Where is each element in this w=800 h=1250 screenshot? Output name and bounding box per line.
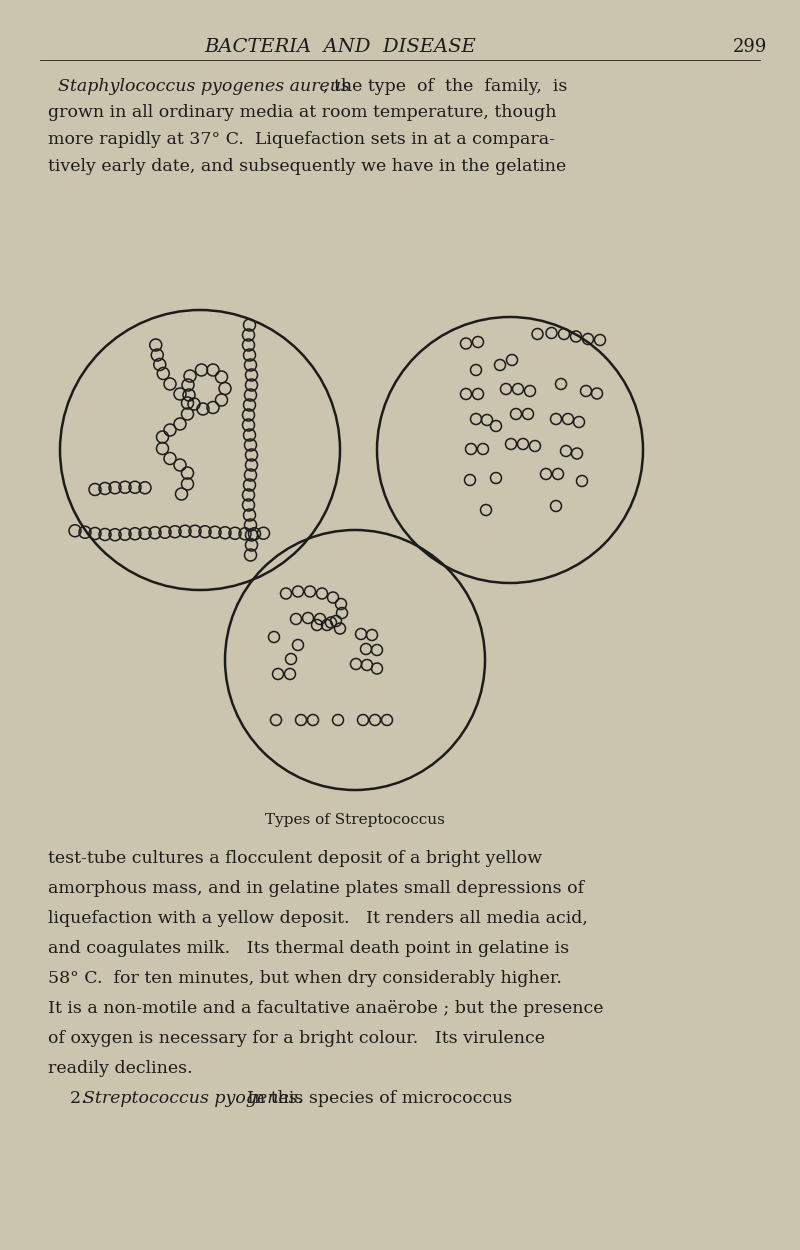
Text: 299: 299 xyxy=(733,38,767,56)
Text: Types of Streptococcus: Types of Streptococcus xyxy=(265,812,445,828)
Text: Staphylococcus pyogenes aureus: Staphylococcus pyogenes aureus xyxy=(58,78,350,95)
Text: of oxygen is necessary for a bright colour.   Its virulence: of oxygen is necessary for a bright colo… xyxy=(48,1030,545,1048)
Text: grown in all ordinary media at room temperature, though: grown in all ordinary media at room temp… xyxy=(48,104,557,121)
Text: and coagulates milk.   Its thermal death point in gelatine is: and coagulates milk. Its thermal death p… xyxy=(48,940,569,958)
Text: It is a non-motile and a facultative anaërobe ; but the presence: It is a non-motile and a facultative ana… xyxy=(48,1000,603,1017)
Text: liquefaction with a yellow deposit.   It renders all media acid,: liquefaction with a yellow deposit. It r… xyxy=(48,910,588,928)
Text: test-tube cultures a flocculent deposit of a bright yellow: test-tube cultures a flocculent deposit … xyxy=(48,850,542,868)
Text: more rapidly at 37° C.  Liquefaction sets in at a compara-: more rapidly at 37° C. Liquefaction sets… xyxy=(48,131,555,148)
Text: In this species of micrococcus: In this species of micrococcus xyxy=(236,1090,512,1108)
Text: 58° C.  for ten minutes, but when dry considerably higher.: 58° C. for ten minutes, but when dry con… xyxy=(48,970,562,988)
Text: Streptococcus pyogenes.: Streptococcus pyogenes. xyxy=(83,1090,303,1108)
Text: , the type  of  the  family,  is: , the type of the family, is xyxy=(323,78,567,95)
Text: readily declines.: readily declines. xyxy=(48,1060,193,1078)
Text: 2.: 2. xyxy=(48,1090,92,1108)
Text: BACTERIA  AND  DISEASE: BACTERIA AND DISEASE xyxy=(204,38,476,56)
Text: amorphous mass, and in gelatine plates small depressions of: amorphous mass, and in gelatine plates s… xyxy=(48,880,584,898)
Text: tively early date, and subsequently we have in the gelatine: tively early date, and subsequently we h… xyxy=(48,158,566,175)
